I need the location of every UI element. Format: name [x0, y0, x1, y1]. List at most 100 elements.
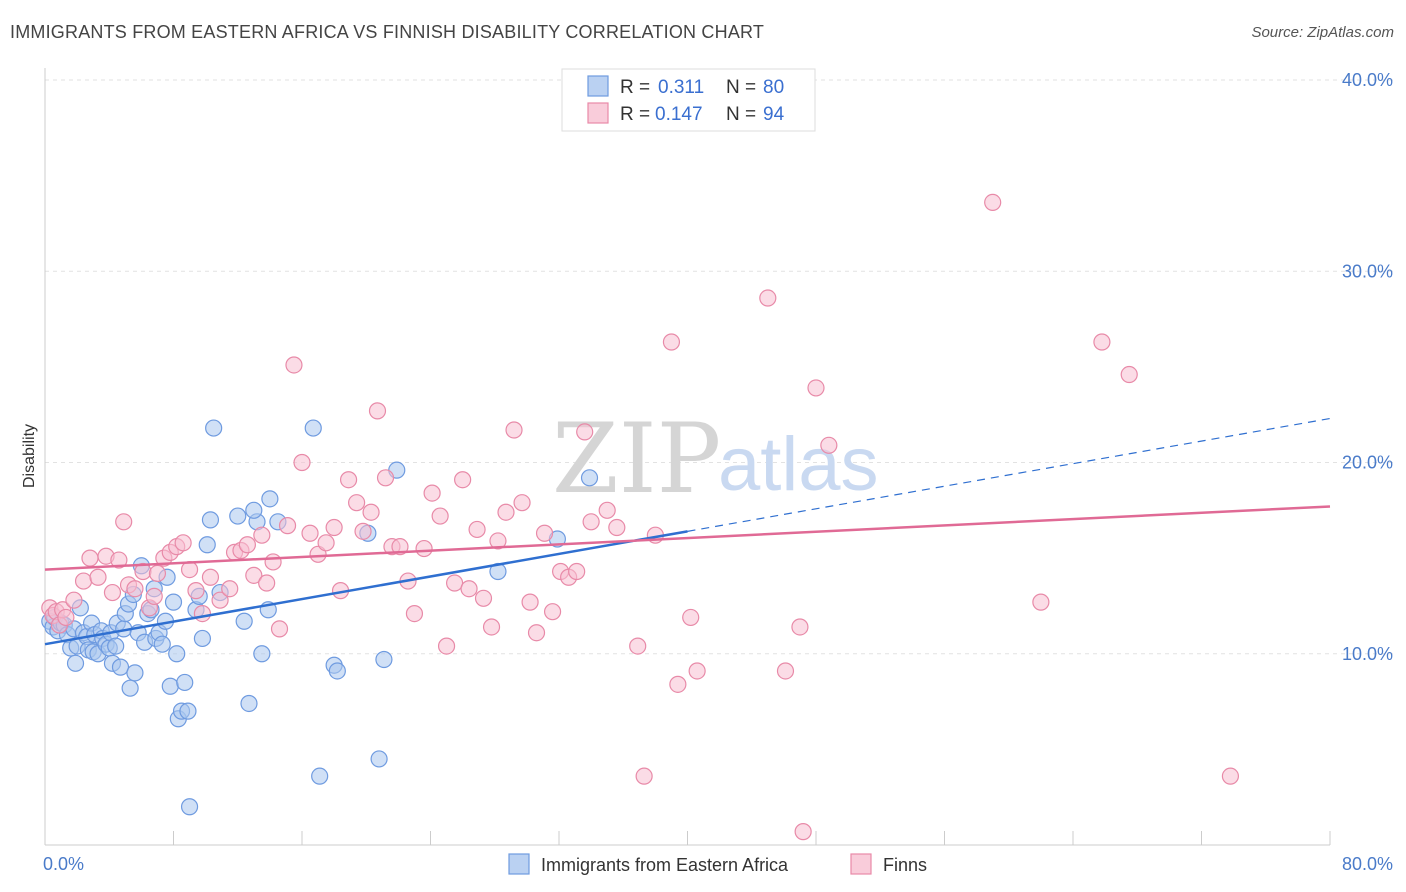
legend-r-label: R = — [620, 77, 650, 98]
point-finns — [293, 453, 311, 472]
point-finns — [405, 604, 424, 623]
trend-line-eastern-africa — [44, 530, 688, 646]
point-finns — [115, 513, 133, 531]
point-finns — [682, 608, 700, 627]
point-finns — [270, 620, 289, 638]
x-tick-label: 0.0% — [43, 854, 84, 874]
point-eastern-africa — [164, 593, 183, 611]
point-finns — [445, 574, 464, 592]
point-finns — [126, 580, 144, 598]
point-finns — [635, 767, 653, 785]
point-eastern-africa — [201, 511, 220, 529]
point-finns — [437, 637, 456, 655]
point-finns — [301, 524, 319, 542]
point-eastern-africa — [66, 654, 85, 672]
point-eastern-africa — [161, 677, 179, 695]
point-finns — [629, 637, 647, 655]
point-finns — [1093, 333, 1111, 351]
point-finns — [669, 675, 687, 693]
point-finns — [608, 518, 626, 537]
point-finns — [354, 522, 372, 540]
point-finns — [489, 532, 507, 550]
point-finns — [543, 603, 562, 621]
point-finns — [598, 501, 616, 519]
point-eastern-africa — [107, 637, 125, 655]
point-finns — [1221, 767, 1240, 785]
y-tick-label: 30.0% — [1342, 261, 1393, 281]
source-credit: Source: ZipAtlas.com — [1251, 24, 1394, 41]
point-finns — [1032, 593, 1050, 611]
point-finns — [807, 379, 825, 397]
point-finns — [460, 580, 478, 598]
point-finns — [221, 580, 239, 598]
point-eastern-africa — [261, 490, 279, 508]
legend-n-value: 94 — [763, 104, 785, 125]
point-eastern-africa — [304, 419, 322, 437]
point-eastern-africa — [311, 767, 329, 785]
point-finns — [776, 662, 795, 680]
point-finns — [193, 604, 212, 623]
legend-r-value: 0.311 — [658, 77, 704, 98]
point-eastern-africa — [229, 507, 247, 525]
point-eastern-africa — [375, 650, 393, 669]
point-finns — [513, 494, 531, 512]
point-finns — [253, 526, 271, 544]
point-eastern-africa — [370, 750, 388, 768]
correlation-legend: R = 0.311 N = 80 R = 0.147 N = 94 — [561, 68, 816, 132]
point-finns — [391, 538, 409, 556]
y-tick-label: 20.0% — [1342, 453, 1393, 473]
legend-swatch-pink — [587, 102, 609, 124]
point-eastern-africa — [328, 662, 346, 680]
point-eastern-africa — [180, 798, 199, 816]
series-legend: Immigrants from Eastern Africa Finns — [508, 853, 927, 875]
legend-swatch-blue — [587, 75, 609, 97]
point-finns — [285, 356, 303, 374]
watermark-zip: ZIP — [552, 403, 721, 515]
point-finns — [568, 562, 586, 581]
point-finns — [103, 583, 122, 602]
point-finns — [57, 608, 75, 627]
point-eastern-africa — [253, 645, 271, 663]
point-finns — [415, 539, 433, 558]
point-eastern-africa — [235, 612, 253, 630]
tick-labels: 10.0% 20.0% 30.0% 40.0% 0.0% 80.0% — [43, 70, 1393, 874]
x-tick-label: 80.0% — [1342, 854, 1393, 874]
point-eastern-africa — [121, 679, 139, 697]
point-finns — [582, 513, 600, 531]
trend-line-extension — [687, 417, 1331, 532]
watermark: ZIP atlas — [552, 403, 879, 515]
point-finns — [984, 193, 1002, 211]
point-finns — [662, 333, 681, 351]
point-finns — [74, 572, 93, 590]
point-finns — [145, 587, 163, 605]
point-finns — [535, 524, 554, 542]
point-finns — [245, 566, 263, 584]
legend-r-value: 0.147 — [655, 104, 703, 125]
point-finns — [474, 589, 493, 607]
data-points — [41, 193, 1240, 841]
point-finns — [89, 568, 107, 586]
y-tick-label: 10.0% — [1342, 644, 1393, 664]
grid-lines — [45, 79, 1395, 655]
point-eastern-africa — [193, 629, 212, 648]
point-eastern-africa — [153, 635, 171, 653]
trend-lines — [44, 417, 1331, 646]
legend-r-label: R = — [620, 104, 650, 125]
chart-title: IMMIGRANTS FROM EASTERN AFRICA VS FINNIS… — [10, 22, 765, 42]
watermark-atlas: atlas — [718, 422, 879, 507]
point-eastern-africa — [126, 664, 144, 682]
point-eastern-africa — [205, 419, 223, 437]
point-finns — [201, 568, 220, 586]
point-finns — [362, 503, 380, 521]
point-finns — [258, 574, 276, 592]
trend-line-finns — [44, 505, 1331, 571]
point-finns — [794, 823, 812, 841]
point-finns — [187, 582, 205, 600]
point-finns — [1120, 365, 1138, 384]
legend-n-label: N = — [726, 77, 756, 98]
point-finns — [521, 593, 539, 611]
point-eastern-africa — [245, 501, 263, 519]
point-finns — [505, 421, 523, 439]
point-finns — [264, 553, 282, 571]
